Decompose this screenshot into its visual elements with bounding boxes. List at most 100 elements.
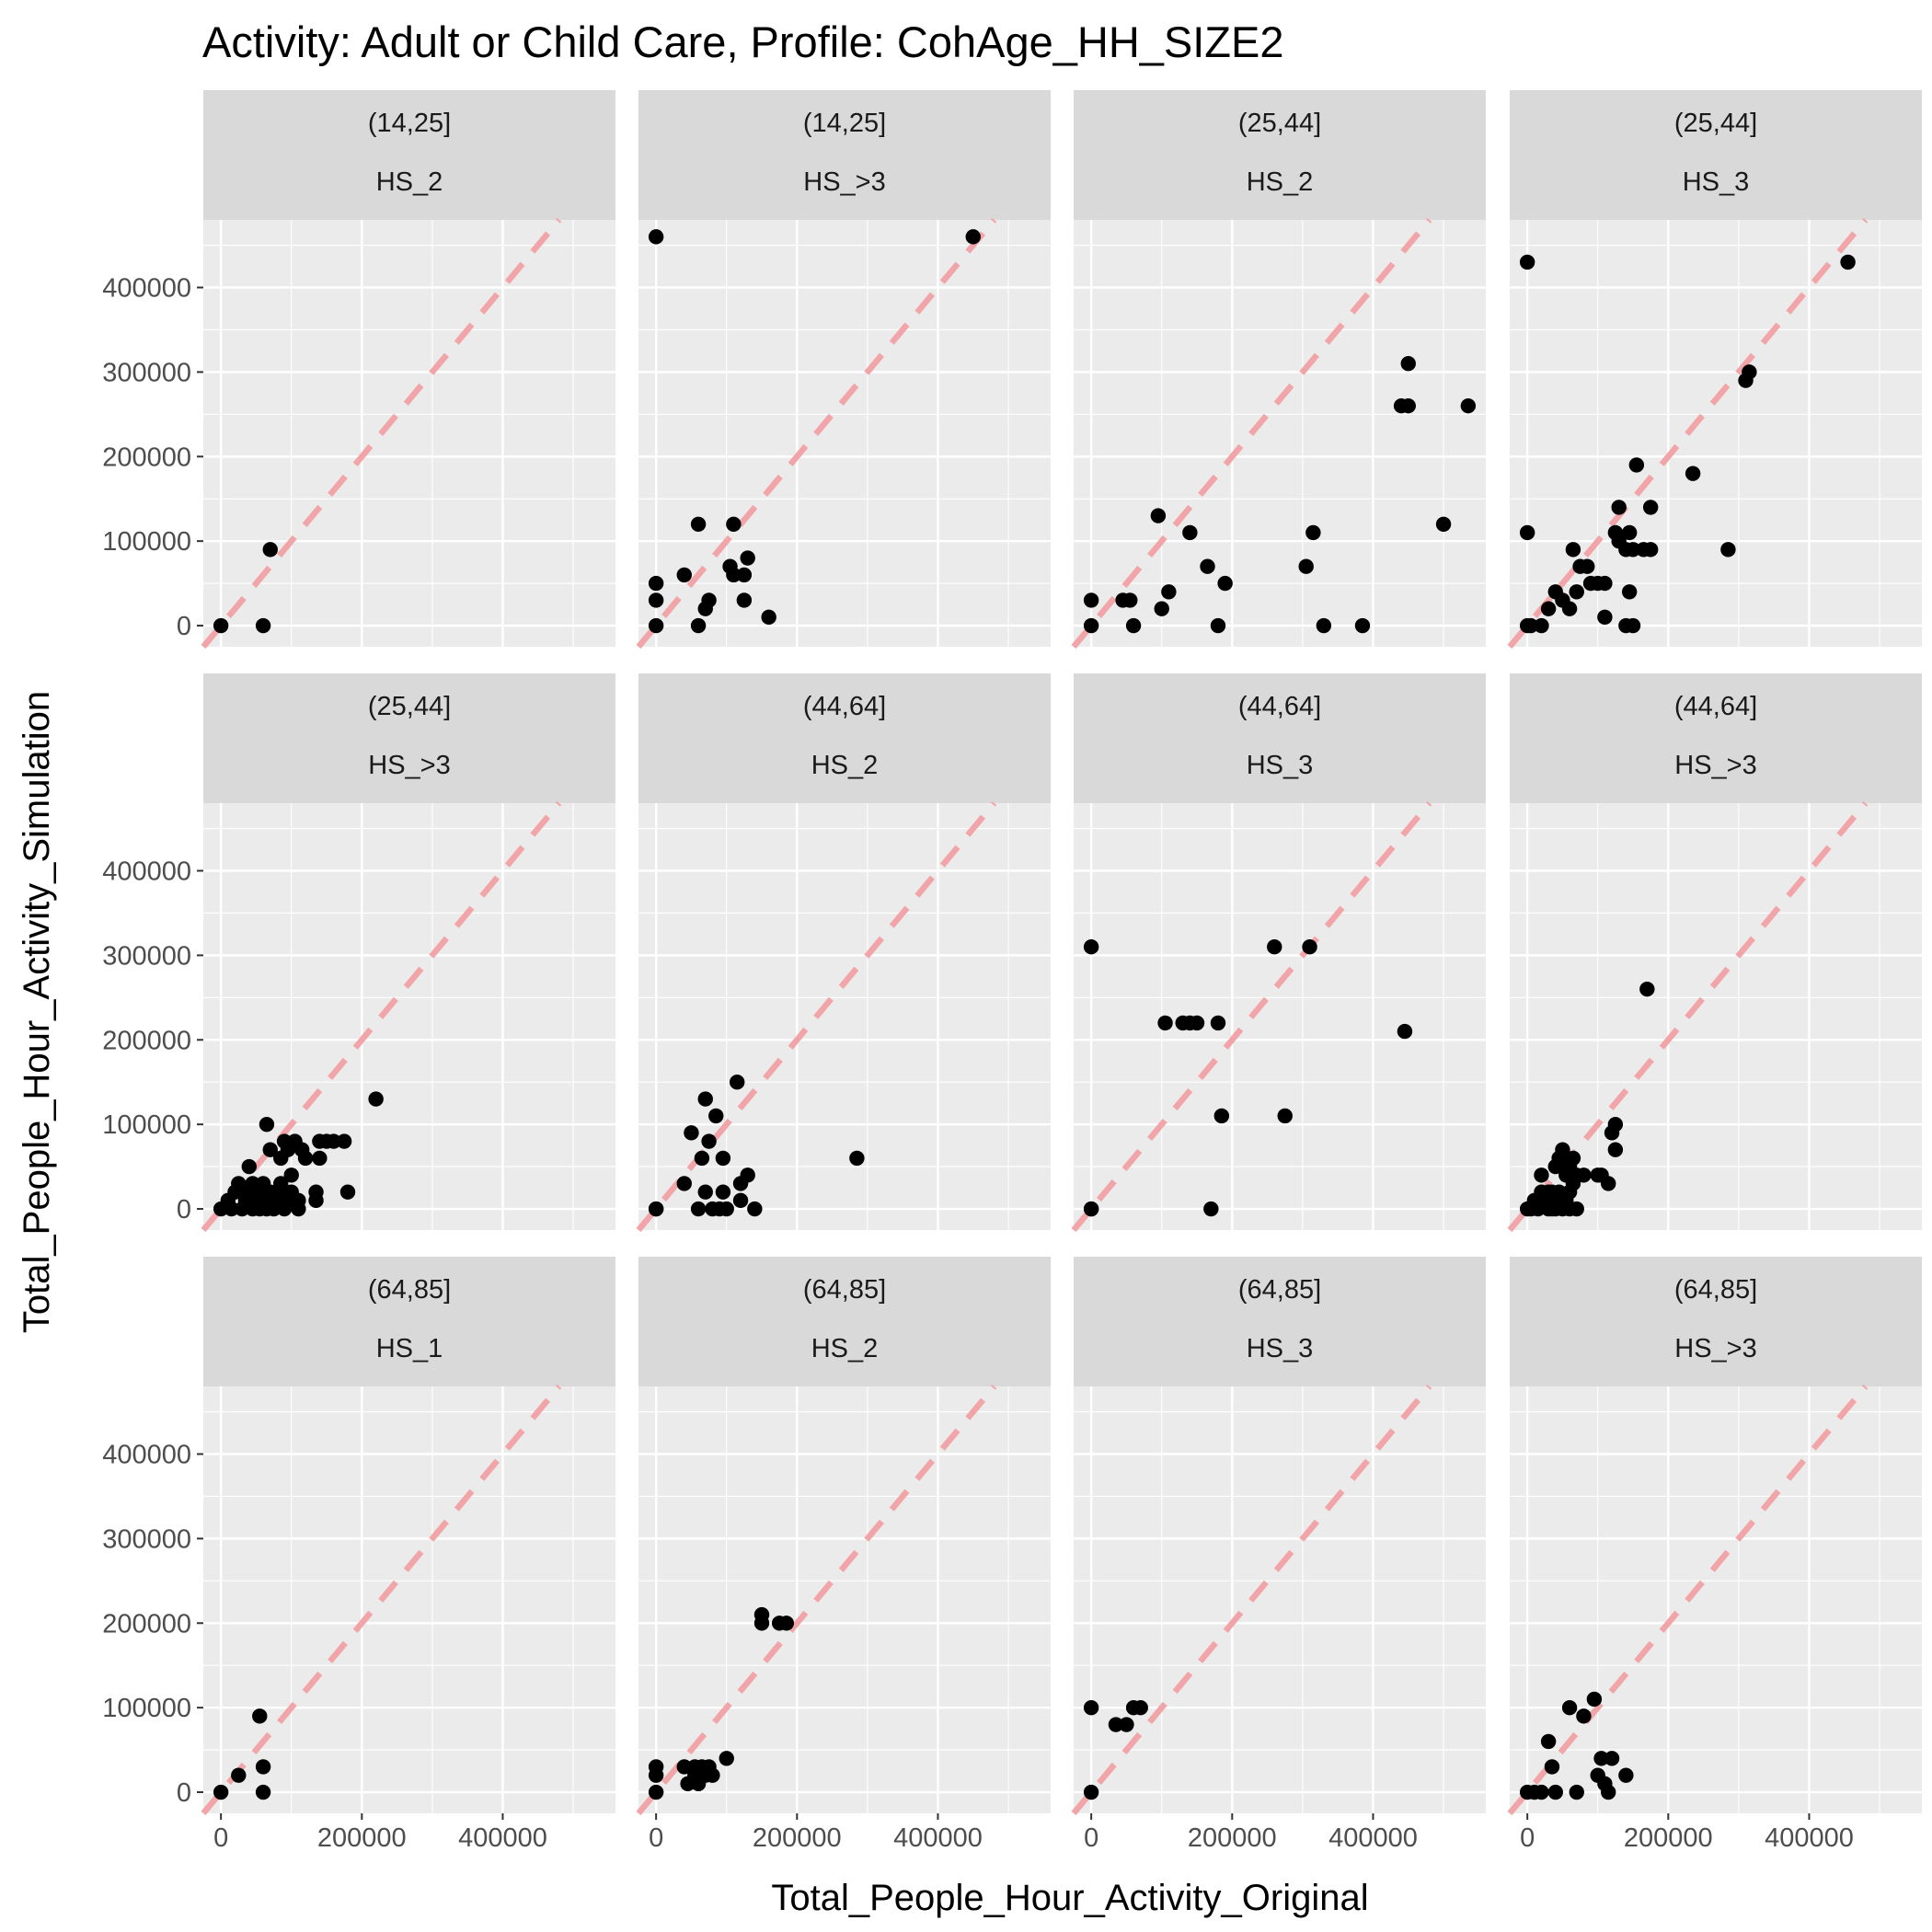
data-point <box>1534 1784 1549 1800</box>
data-point <box>1580 558 1595 574</box>
data-point <box>1621 524 1638 541</box>
data-point <box>1565 542 1581 558</box>
data-point <box>1460 397 1477 414</box>
data-point <box>747 1201 763 1217</box>
data-point <box>308 1192 324 1209</box>
plot-area <box>1074 1386 1486 1813</box>
data-point <box>697 1091 713 1107</box>
plot-area <box>1510 1386 1922 1813</box>
data-point <box>648 1784 664 1800</box>
data-point <box>1576 1708 1592 1724</box>
data-point <box>648 1201 664 1217</box>
data-point <box>1642 542 1659 558</box>
chart-title: Activity: Adult or Child Care, Profile: … <box>202 17 1284 66</box>
data-point <box>1435 516 1452 532</box>
plot-area <box>1074 803 1486 1230</box>
data-point <box>1565 1150 1581 1167</box>
data-point <box>1277 1108 1293 1124</box>
data-point <box>1601 1784 1616 1800</box>
y-tick-label: 300000 <box>102 358 191 387</box>
facet-label-household-size: HS_>3 <box>1674 751 1756 780</box>
data-point <box>778 1616 795 1631</box>
data-point <box>1302 938 1317 955</box>
facet-label-age: (64,85] <box>803 1275 886 1305</box>
identity-reference-line <box>636 217 997 650</box>
facet-label-household-size: HS_1 <box>376 1334 443 1363</box>
data-point <box>1210 617 1226 634</box>
data-point <box>1625 542 1641 558</box>
data-point <box>262 1142 278 1157</box>
data-point <box>694 1150 710 1167</box>
facet-strip <box>1074 1257 1486 1386</box>
data-point <box>740 1167 755 1183</box>
data-point <box>252 1708 268 1724</box>
data-point <box>965 229 981 245</box>
facet-strip <box>203 673 615 803</box>
plot-area <box>638 220 1051 647</box>
data-point <box>1203 1201 1219 1217</box>
data-point <box>1604 1751 1620 1766</box>
data-point <box>1544 1759 1560 1775</box>
data-point <box>719 1201 734 1217</box>
data-point <box>690 1201 707 1217</box>
data-point <box>259 1116 275 1133</box>
data-point <box>648 575 664 592</box>
facet-panel: (44,64] HS_>3 <box>1507 673 1922 1233</box>
data-point <box>1569 1784 1584 1800</box>
data-point <box>1586 1691 1603 1708</box>
identity-reference-line <box>1071 1384 1432 1816</box>
facet-label-household-size: HS_>3 <box>1674 1334 1756 1363</box>
data-point <box>1540 601 1557 616</box>
data-point <box>690 516 707 532</box>
facet-panel: (64,85] HS_3 0 200000 400000 <box>1071 1257 1486 1853</box>
facet-label-age: (14,25] <box>368 109 451 138</box>
data-point <box>1597 609 1613 626</box>
data-point <box>1569 1201 1584 1217</box>
data-point <box>1738 373 1754 388</box>
plot-area <box>638 803 1051 1230</box>
facet-label-age: (64,85] <box>1238 1275 1321 1305</box>
data-point <box>1720 542 1736 558</box>
data-point <box>1561 1699 1578 1716</box>
data-point <box>1625 617 1641 634</box>
x-tick-label: 0 <box>1520 1823 1535 1853</box>
facet-strip <box>203 1257 615 1386</box>
data-point <box>1685 466 1701 481</box>
data-point <box>676 567 692 583</box>
data-point <box>1840 254 1856 270</box>
data-point <box>708 1108 724 1124</box>
data-point <box>1354 617 1371 634</box>
data-point <box>701 592 717 608</box>
data-point <box>231 1767 247 1783</box>
data-point <box>1400 397 1416 414</box>
data-point <box>726 567 742 583</box>
data-point <box>761 609 776 626</box>
x-tick-label: 200000 <box>1188 1823 1277 1853</box>
data-point <box>1108 1717 1124 1732</box>
data-point <box>1213 1108 1230 1124</box>
facet-panel: (44,64] HS_2 <box>636 673 1051 1233</box>
facet-label-household-size: HS_2 <box>1247 167 1314 197</box>
data-point <box>1561 601 1578 616</box>
data-point <box>1593 1751 1609 1766</box>
facet-label-age: (44,64] <box>1238 692 1321 721</box>
data-point <box>1150 508 1167 523</box>
x-tick-label: 200000 <box>1624 1823 1713 1853</box>
data-point <box>1083 1699 1099 1716</box>
facet-panel: (44,64] HS_3 <box>1071 673 1486 1233</box>
facet-label-household-size: HS_3 <box>1683 167 1750 197</box>
data-point <box>676 1176 692 1191</box>
facet-strip <box>1074 673 1486 803</box>
facet-label-age: (44,64] <box>1674 692 1757 721</box>
data-point <box>1200 558 1215 574</box>
data-point <box>255 617 271 634</box>
data-point <box>1125 617 1142 634</box>
facet-strip <box>638 90 1051 220</box>
facet-label-age: (64,85] <box>1674 1275 1757 1305</box>
identity-reference-line <box>201 217 562 650</box>
facet-label-household-size: HS_2 <box>376 167 443 197</box>
data-point <box>1161 584 1177 600</box>
y-tick-label: 100000 <box>102 1694 191 1723</box>
x-tick-label: 0 <box>649 1823 663 1853</box>
data-point <box>1519 524 1535 541</box>
